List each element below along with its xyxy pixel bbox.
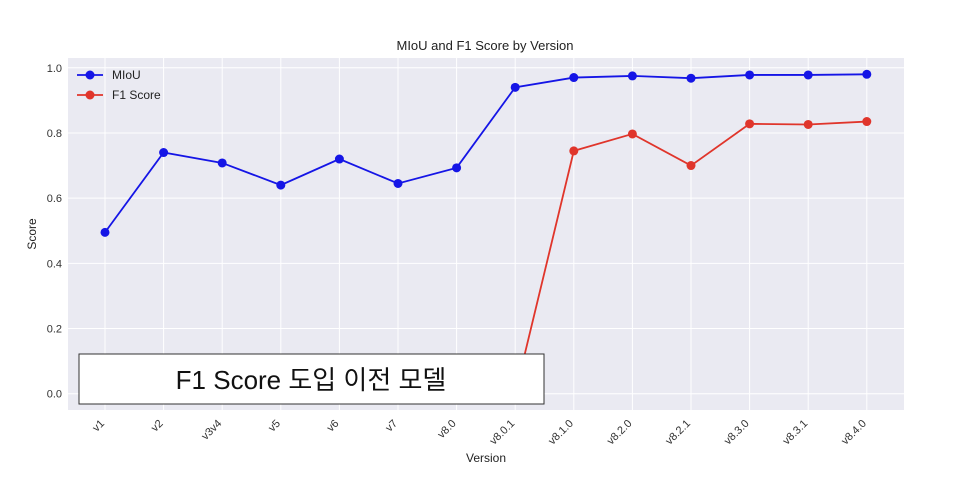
x-ticks: v1 v2 v3v4 v5 v6 v7 v8.0 v8.0.1 v8.1.0 v8.2.0 v8.2… — [90, 418, 869, 448]
y-tick-label: 0.6 — [47, 193, 62, 205]
series-point-0 — [393, 178, 403, 188]
x-tick-label: v8.2.0 — [605, 418, 635, 448]
x-tick-label: v8.1.0 — [546, 418, 576, 448]
legend-marker-1 — [85, 90, 95, 100]
series-point-0 — [452, 163, 462, 173]
y-axis-label: Score — [25, 218, 39, 250]
x-tick-label: v8.3.0 — [722, 418, 752, 448]
y-tick-label: 1.0 — [47, 63, 62, 75]
series-point-0 — [803, 70, 813, 80]
series-point-0 — [862, 69, 872, 79]
legend-label-1: F1 Score — [112, 88, 161, 102]
x-tick-label: v8.2.1 — [663, 418, 693, 448]
x-tick-label: v8.3.1 — [781, 418, 811, 448]
y-tick-label: 0.4 — [47, 258, 62, 270]
y-tick-label: 0.2 — [47, 324, 62, 336]
series-point-1 — [745, 119, 755, 129]
series-point-1 — [686, 161, 696, 171]
y-ticks: 0.0 0.2 0.4 0.6 0.8 1.0 — [47, 63, 62, 401]
y-tick-label: 0.0 — [47, 389, 62, 401]
series-point-0 — [334, 154, 344, 164]
chart-title: MIoU and F1 Score by Version — [396, 38, 573, 53]
series-point-1 — [862, 117, 872, 127]
series-point-1 — [627, 129, 637, 139]
x-axis-label: Version — [466, 451, 506, 465]
series-point-0 — [217, 158, 227, 168]
x-tick-label: v8.4.0 — [839, 418, 869, 448]
annotation-box: F1 Score 도입 이전 모델 — [78, 353, 545, 405]
series-point-0 — [627, 71, 637, 81]
x-tick-label: v7 — [383, 418, 400, 435]
series-point-1 — [569, 146, 579, 156]
x-tick-label: v5 — [266, 418, 283, 435]
x-tick-label: v6 — [325, 418, 342, 435]
series-line-0 — [104, 73, 867, 233]
annotation-text: F1 Score 도입 이전 모델 — [176, 365, 447, 395]
series-point-0 — [569, 73, 579, 83]
series-point-0 — [510, 82, 520, 92]
x-tick-label: v8.0 — [436, 418, 459, 441]
x-tick-label: v1 — [90, 418, 107, 435]
series-point-0 — [159, 148, 169, 158]
series-point-0 — [686, 73, 696, 83]
series-point-0 — [276, 180, 286, 190]
y-tick-label: 0.8 — [47, 128, 62, 140]
grid — [68, 58, 904, 410]
series-layer — [100, 69, 872, 399]
legend-label-0: MIoU — [112, 68, 141, 82]
plot-area — [68, 58, 904, 410]
series-point-0 — [745, 70, 755, 80]
legend-marker-0 — [85, 70, 95, 80]
x-tick-label: v2 — [149, 418, 166, 435]
series-point-0 — [100, 227, 110, 237]
x-tick-label: v8.0.1 — [488, 418, 518, 448]
series-point-1 — [803, 119, 813, 129]
legend: MIoU F1 Score — [77, 68, 161, 102]
x-tick-label: v3v4 — [199, 418, 224, 443]
